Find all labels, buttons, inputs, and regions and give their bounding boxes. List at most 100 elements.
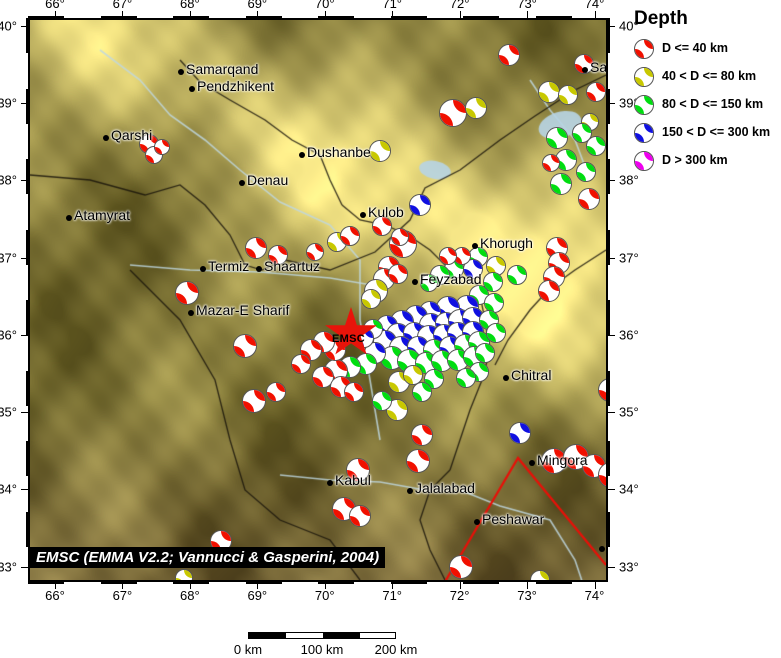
- longitude-label: 67°: [112, 588, 133, 603]
- axis-tick: [122, 582, 124, 589]
- focal-mechanism-icon: [409, 194, 431, 216]
- city-name: Kabul: [335, 472, 371, 488]
- terrain-relief-layer: [30, 20, 606, 580]
- city-dot-icon: [103, 135, 109, 141]
- focal-mechanism-icon: [574, 54, 594, 74]
- focal-mechanism-icon: [463, 259, 483, 279]
- beachball-icon: [634, 39, 654, 59]
- axis-tick: [21, 180, 28, 182]
- focal-mechanism-icon: [558, 85, 578, 105]
- city-name: Khorugh: [480, 235, 533, 251]
- axis-tick: [257, 11, 259, 18]
- latitude-label: 34°: [619, 481, 639, 497]
- focal-mechanism-icon: [486, 323, 506, 343]
- latitude-label: 39°: [0, 95, 17, 111]
- focal-mechanism-icon: [578, 188, 600, 210]
- axis-tick: [608, 412, 615, 414]
- beachball-icon: [634, 123, 654, 143]
- city-name: Chitral: [511, 367, 552, 383]
- axis-tick: [527, 11, 529, 18]
- axis-tick: [392, 582, 394, 589]
- axis-tick: [594, 582, 596, 589]
- beachball-icon: [634, 95, 654, 115]
- focal-mechanism-icon: [634, 39, 654, 59]
- focal-mechanism-icon: [475, 343, 495, 363]
- legend-title: Depth: [634, 8, 688, 29]
- axis-tick: [21, 25, 28, 27]
- legend-item: 40 < D <= 80 km: [632, 64, 781, 92]
- focal-mechanism-icon: [456, 368, 476, 388]
- focal-mechanism-icon: [634, 151, 654, 171]
- legend-item: 80 < D <= 150 km: [632, 92, 781, 120]
- axis-tick: [21, 102, 28, 104]
- longitude-label: 70°: [314, 0, 335, 11]
- axis-tick: [324, 582, 326, 589]
- longitude-label: 66°: [45, 588, 65, 603]
- city-dot-icon: [327, 480, 333, 486]
- focal-mechanism-icon: [291, 354, 311, 374]
- axis-tick: [608, 102, 615, 104]
- seismicity-map[interactable]: Samarqand Pendzhikent Qarshi Dushanbe Denau A…: [28, 18, 608, 582]
- focal-mechanism-icon: [439, 99, 467, 127]
- latitude-label: 38°: [0, 172, 17, 188]
- latitude-label: 33°: [619, 559, 639, 575]
- focal-mechanism-icon: [372, 216, 392, 236]
- focal-mechanism-icon: [175, 569, 193, 580]
- city-name: Feyzabad: [420, 271, 482, 287]
- axis-tick: [608, 489, 615, 491]
- beachball-icon: [634, 151, 654, 171]
- longitude-label: 70°: [314, 588, 335, 603]
- city-name: Sary-Tash: [590, 59, 608, 75]
- city-dot-icon: [474, 519, 480, 525]
- longitude-label: 69°: [247, 588, 268, 603]
- focal-mechanism-icon: [340, 226, 360, 246]
- axis-tick: [21, 489, 28, 491]
- city-dot-icon: [412, 279, 418, 285]
- axis-tick: [608, 566, 615, 568]
- scale-bar-graphic: [248, 632, 396, 639]
- focal-mechanism-icon: [586, 82, 606, 102]
- focal-mechanism-icon: [484, 293, 504, 313]
- city-dot-icon: [256, 266, 262, 272]
- city-dot-icon: [66, 215, 72, 221]
- legend-item-label: D > 300 km: [662, 153, 728, 167]
- scale-segment: [323, 633, 360, 638]
- latitude-label: 37°: [619, 250, 639, 265]
- axis-tick: [21, 257, 28, 259]
- focal-mechanism-icon: [449, 555, 473, 579]
- focal-mechanism-icon: [245, 237, 267, 259]
- focal-mechanism-icon: [546, 127, 568, 149]
- focal-mechanism-icon: [572, 123, 592, 143]
- scale-bar-labels: 0 km 100 km 200 km: [234, 642, 417, 658]
- focal-mechanism-icon: [346, 458, 370, 482]
- legend-item-label: 40 < D <= 80 km: [662, 69, 757, 83]
- city-name: Samarqand: [186, 61, 259, 77]
- axis-tick: [189, 11, 191, 18]
- focal-mechanism-icon: [439, 247, 457, 265]
- city-dot-icon: [360, 212, 366, 218]
- latitude-label: 37°: [0, 250, 17, 265]
- focal-mechanism-icon: [411, 424, 433, 446]
- axis-tick: [594, 11, 596, 18]
- longitude-label: 74°: [584, 588, 605, 603]
- axis-tick: [122, 11, 124, 18]
- epicenter-marker[interactable]: EMSC: [324, 307, 378, 359]
- longitude-label: 71°: [382, 0, 403, 11]
- axis-tick: [608, 257, 615, 259]
- city-name: Mingora: [537, 452, 588, 468]
- axis-tick: [54, 11, 56, 18]
- focal-mechanism-icon: [576, 162, 596, 182]
- axis-tick: [189, 582, 191, 589]
- city-name: Qarshi: [111, 127, 153, 143]
- focal-mechanism-icon: [634, 67, 654, 87]
- focal-mechanism-icon: [412, 382, 432, 402]
- scale-segment: [249, 633, 286, 638]
- city-dot-icon: [582, 67, 588, 73]
- axis-tick: [608, 180, 615, 182]
- longitude-label: 68°: [180, 0, 200, 11]
- focal-mechanism-icon: [242, 389, 266, 413]
- axis-tick: [608, 25, 615, 27]
- latitude-label: 35°: [0, 404, 17, 420]
- focal-mechanism-icon: [550, 173, 572, 195]
- focal-mechanism-icon: [266, 382, 286, 402]
